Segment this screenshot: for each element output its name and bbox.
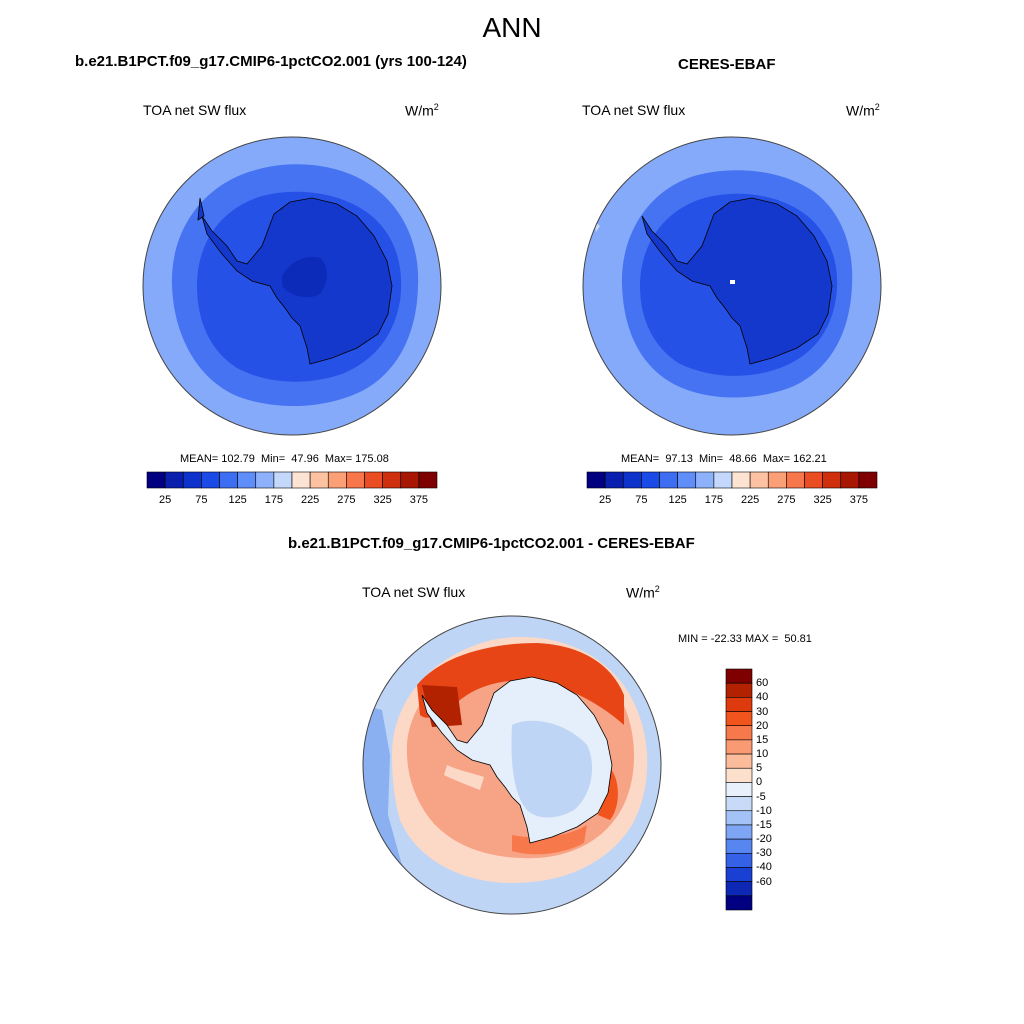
colorbar-swatch <box>677 471 697 489</box>
colorbar-swatch <box>418 471 438 489</box>
obs-polar-map <box>582 136 882 436</box>
model-variable-label: TOA net SW flux <box>143 102 247 118</box>
diff-stats: MIN = -22.33 MAX = 50.81 <box>678 633 812 645</box>
obs-variable-label: TOA net SW flux <box>582 102 686 118</box>
diff-variable-label: TOA net SW flux <box>362 584 466 600</box>
colorbar-tick-label: 30 <box>756 705 769 718</box>
colorbar-tick-label: -40 <box>756 861 772 874</box>
diff-units-label: W/m2 <box>626 584 660 601</box>
obs-colorbar <box>586 471 878 489</box>
colorbar-swatch <box>364 471 383 489</box>
colorbar-tick-label: -5 <box>756 790 766 803</box>
diff-polar-map <box>362 615 662 915</box>
obs-colorbar-ticks: 25 75 125 175 225 275 325 375 <box>587 494 877 508</box>
colorbar-tick-label: 25 <box>159 494 172 506</box>
model-polar-map <box>142 136 442 436</box>
colorbar-swatch <box>182 471 202 489</box>
colorbar-tick-label: -30 <box>756 847 772 860</box>
colorbar-tick-label: 125 <box>668 494 687 506</box>
colorbar-tick-label: -60 <box>756 875 772 888</box>
obs-stats: MEAN= 97.13 Min= 48.66 Max= 162.21 <box>621 453 827 465</box>
colorbar-tick-label: 75 <box>635 494 648 506</box>
diff-colorbar-ticks: 60 40 30 20 15 10 5 0 -5 -10 -15 -20 -30 -40 -60 <box>726 669 786 910</box>
colorbar-swatch <box>725 895 753 911</box>
colorbar-tick-label: -10 <box>756 804 772 817</box>
model-colorbar-ticks: 25 75 125 175 225 275 325 375 <box>147 494 437 508</box>
colorbar-swatch <box>255 471 275 489</box>
antarctica-ice <box>641 197 833 365</box>
colorbar-tick-label: 275 <box>337 494 356 506</box>
obs-units-label: W/m2 <box>846 102 880 119</box>
colorbar-swatch <box>327 471 347 489</box>
colorbar-swatch <box>786 471 805 489</box>
colorbar-swatch <box>146 471 166 489</box>
colorbar-tick-label: 0 <box>756 776 763 789</box>
colorbar-swatch <box>291 471 311 489</box>
colorbar-swatch <box>164 471 184 489</box>
colorbar-swatch <box>237 471 257 489</box>
colorbar-tick-label: 125 <box>228 494 247 506</box>
colorbar-tick-label: 225 <box>740 494 760 506</box>
colorbar-tick-label: 60 <box>756 677 769 690</box>
colorbar-tick-label: -15 <box>756 818 772 831</box>
colorbar-swatch <box>804 471 823 489</box>
colorbar-tick-label: 15 <box>756 733 769 746</box>
colorbar-tick-label: 75 <box>195 494 208 506</box>
colorbar-swatch <box>641 471 660 489</box>
colorbar-swatch <box>767 471 787 489</box>
colorbar-swatch <box>382 471 402 489</box>
colorbar-swatch <box>731 471 751 489</box>
colorbar-swatch <box>586 471 606 489</box>
colorbar-tick-label: 40 <box>756 691 769 704</box>
colorbar-swatch <box>219 471 238 489</box>
colorbar-tick-label: 5 <box>756 762 763 775</box>
colorbar-swatch <box>400 471 420 489</box>
colorbar-tick-label: 375 <box>409 494 429 506</box>
colorbar-swatch <box>822 471 842 489</box>
diff-warm-strong-north <box>417 643 624 725</box>
missing-data-pole <box>730 280 735 284</box>
colorbar-tick-label: 275 <box>777 494 796 506</box>
diff-panel-title: b.e21.B1PCT.f09_g17.CMIP6-1pctCO2.001 - … <box>288 535 695 552</box>
colorbar-swatch <box>749 471 769 489</box>
colorbar-tick-label: 25 <box>599 494 612 506</box>
colorbar-swatch <box>659 471 678 489</box>
colorbar-swatch <box>309 471 329 489</box>
colorbar-tick-label: 225 <box>300 494 320 506</box>
colorbar-swatch <box>201 471 220 489</box>
colorbar-tick-label: 175 <box>704 494 724 506</box>
main-title: ANN <box>482 12 542 43</box>
colorbar-tick-label: 325 <box>813 494 832 506</box>
colorbar-swatch <box>858 471 878 489</box>
colorbar-tick-label: -20 <box>756 833 772 846</box>
colorbar-swatch <box>346 471 365 489</box>
diff-colorbar <box>725 668 753 911</box>
colorbar-tick-label: 10 <box>756 748 769 761</box>
model-panel-title: b.e21.B1PCT.f09_g17.CMIP6-1pctCO2.001 (y… <box>75 53 467 70</box>
colorbar-swatch <box>695 471 715 489</box>
colorbar-tick-label: 20 <box>756 719 769 732</box>
model-colorbar <box>146 471 438 489</box>
model-stats: MEAN= 102.79 Min= 47.96 Max= 175.08 <box>180 453 389 465</box>
colorbar-swatch <box>622 471 642 489</box>
colorbar-swatch <box>840 471 860 489</box>
colorbar-tick-label: 175 <box>264 494 284 506</box>
colorbar-tick-label: 375 <box>849 494 869 506</box>
colorbar-tick-label: 325 <box>373 494 392 506</box>
colorbar-swatch <box>273 471 293 489</box>
colorbar-swatch <box>604 471 624 489</box>
model-units-label: W/m2 <box>405 102 439 119</box>
colorbar-swatch <box>713 471 733 489</box>
obs-panel-title: CERES-EBAF <box>678 56 776 73</box>
ice-core <box>282 256 327 298</box>
